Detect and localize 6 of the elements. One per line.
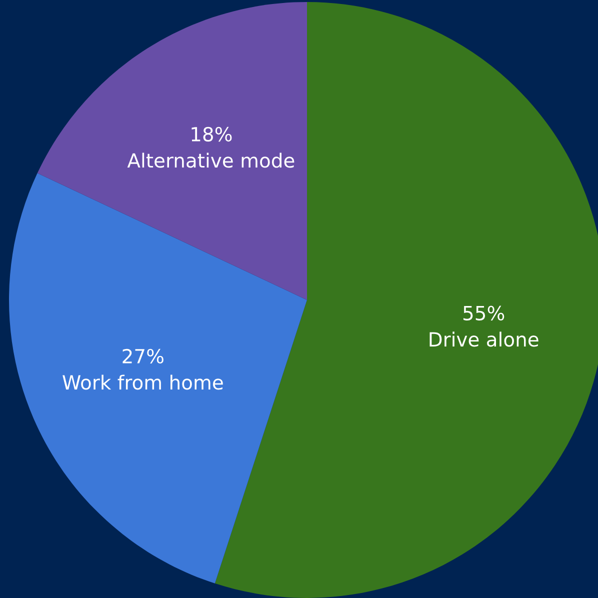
data-label: 27% xyxy=(122,348,164,364)
slice-label: Work from home xyxy=(62,374,223,390)
data-label: 55% xyxy=(463,306,504,321)
slice-label: Alternative mode xyxy=(127,152,294,168)
data-label: 18% xyxy=(192,126,232,142)
slice-label: Drive alone xyxy=(430,332,538,347)
